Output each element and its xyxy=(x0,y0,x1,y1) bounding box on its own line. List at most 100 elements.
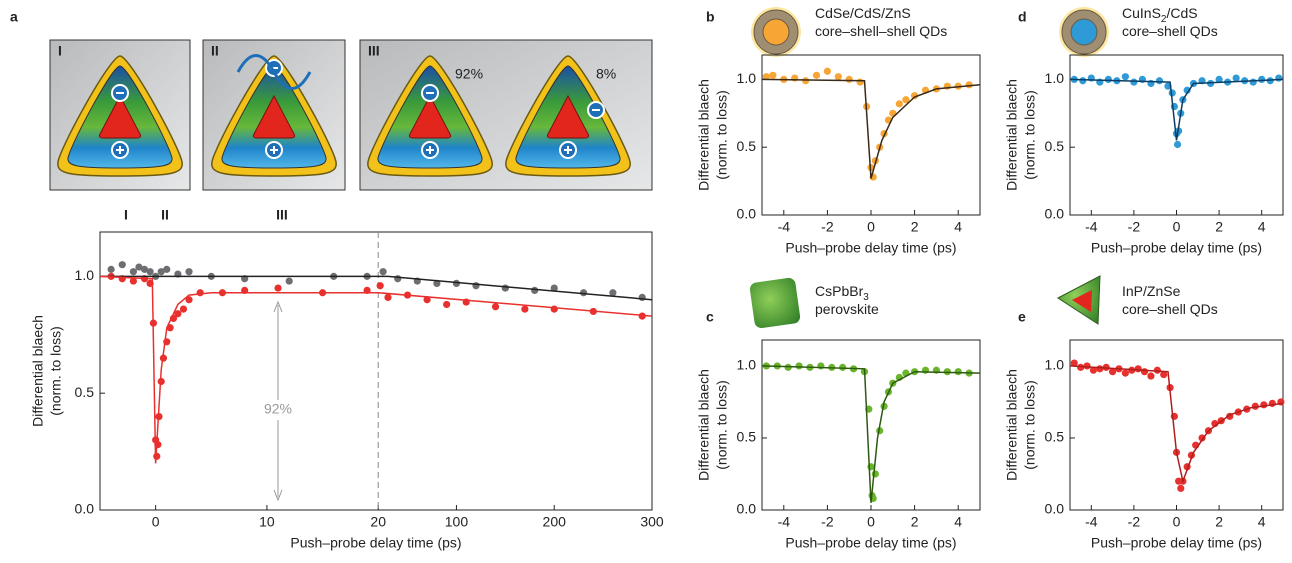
data-point xyxy=(185,268,193,276)
x-tick-label: -4 xyxy=(778,219,791,235)
x-tick-label: 2 xyxy=(1215,514,1223,530)
y-tick-label: 0.5 xyxy=(737,138,757,154)
panel-letter: c xyxy=(706,309,714,325)
data-point xyxy=(1089,366,1098,374)
inset-title: core–shell QDs xyxy=(1122,23,1218,39)
data-point xyxy=(1121,73,1129,81)
data-point xyxy=(118,261,126,269)
hole-sign xyxy=(119,146,121,154)
data-point xyxy=(895,100,903,108)
x-tick-label: 2 xyxy=(1215,219,1223,235)
data-point xyxy=(817,362,825,370)
y-tick-label: 0.0 xyxy=(737,206,757,222)
x-tick-label: 2 xyxy=(911,514,919,530)
data-point xyxy=(1155,77,1164,85)
data-point xyxy=(423,296,431,304)
y-axis-label: (norm. to loss) xyxy=(1022,380,1038,469)
panel-letter: b xyxy=(706,9,715,25)
data-point xyxy=(1096,365,1104,373)
inset-title-part: CuInS xyxy=(1122,5,1161,21)
fit-line xyxy=(1069,78,1284,141)
data-point xyxy=(921,366,930,374)
data-point xyxy=(1198,434,1206,442)
x-tick-label: 0 xyxy=(152,514,160,530)
yield-label: 92% xyxy=(455,66,483,82)
panel-letter: a xyxy=(10,9,18,25)
data-point xyxy=(795,362,803,370)
data-point xyxy=(140,265,149,273)
electron-sign xyxy=(592,109,600,111)
data-point xyxy=(1177,484,1185,492)
inset-title-part: 3 xyxy=(863,292,869,303)
plot-frame xyxy=(1069,339,1284,511)
x-tick-label: -2 xyxy=(821,219,834,235)
plot-frame xyxy=(761,339,981,511)
phase-label: III xyxy=(276,207,288,223)
inset-title-part: core–shell QDs xyxy=(1122,23,1218,39)
qd-core xyxy=(762,18,790,46)
data-point xyxy=(174,310,182,318)
data-point xyxy=(196,289,204,297)
data-point xyxy=(107,265,115,273)
data-point xyxy=(769,71,777,79)
y-tick-label: 0.0 xyxy=(737,501,757,517)
dot-schematic xyxy=(57,55,183,177)
y-tick-label: 0.0 xyxy=(1045,206,1065,222)
x-tick-label: 0 xyxy=(867,514,875,530)
core xyxy=(408,94,452,139)
data-point xyxy=(839,363,847,371)
data-point xyxy=(129,268,137,276)
x-tick-label: 4 xyxy=(954,514,962,530)
x-tick-label: 0 xyxy=(867,219,875,235)
data-point xyxy=(812,71,821,79)
data-point xyxy=(285,277,293,285)
data-point xyxy=(823,67,832,75)
hole-sign xyxy=(273,146,275,154)
y-tick-label: 0.5 xyxy=(1045,138,1065,154)
x-tick-label: 200 xyxy=(543,514,567,530)
data-point xyxy=(1160,370,1168,379)
data-point xyxy=(129,277,137,285)
x-tick-label: 300 xyxy=(640,514,664,530)
schematic-label: II xyxy=(211,43,219,59)
y-tick-label: 0.0 xyxy=(75,501,95,517)
data-point xyxy=(157,268,165,276)
fit-line xyxy=(761,78,981,179)
data-point xyxy=(394,275,402,283)
data-point xyxy=(1260,401,1268,409)
fit-line xyxy=(1069,365,1284,484)
data-point xyxy=(902,96,910,104)
inset-title-part: CdSe/CdS/ZnS xyxy=(815,5,911,21)
x-axis-label: Push–probe delay time (ps) xyxy=(785,240,956,256)
y-tick-label: 1.0 xyxy=(75,267,95,283)
data-point xyxy=(638,293,646,302)
data-point xyxy=(163,265,171,273)
data-point xyxy=(1121,369,1129,377)
inset-title: perovskite xyxy=(815,301,879,317)
x-axis-label: Push–probe delay time (ps) xyxy=(1091,535,1262,551)
data-point xyxy=(1147,372,1155,380)
data-point xyxy=(1232,74,1240,82)
data-point xyxy=(856,78,864,86)
data-point xyxy=(135,263,143,271)
data-point xyxy=(1173,140,1182,149)
data-point xyxy=(1109,368,1117,376)
data-point xyxy=(379,268,387,276)
plot-frame xyxy=(99,231,653,511)
wavefunction xyxy=(236,54,312,90)
inset-title: core–shell–shell QDs xyxy=(815,23,947,39)
data-point xyxy=(871,470,879,478)
y-tick-label: 0.0 xyxy=(1045,501,1065,517)
data-point xyxy=(376,282,384,290)
data-point xyxy=(531,286,539,295)
inset-title: core–shell QDs xyxy=(1122,301,1218,317)
data-point xyxy=(1206,79,1215,88)
y-tick-label: 0.5 xyxy=(737,429,757,445)
x-axis-label: Push–probe delay time (ps) xyxy=(1091,240,1262,256)
data-point xyxy=(834,73,842,81)
x-tick-label: -2 xyxy=(821,514,834,530)
y-tick-label: 1.0 xyxy=(1045,357,1065,373)
y-axis-label: (norm. to loss) xyxy=(48,326,64,415)
phase-label: I xyxy=(124,207,128,223)
data-point xyxy=(609,289,617,297)
